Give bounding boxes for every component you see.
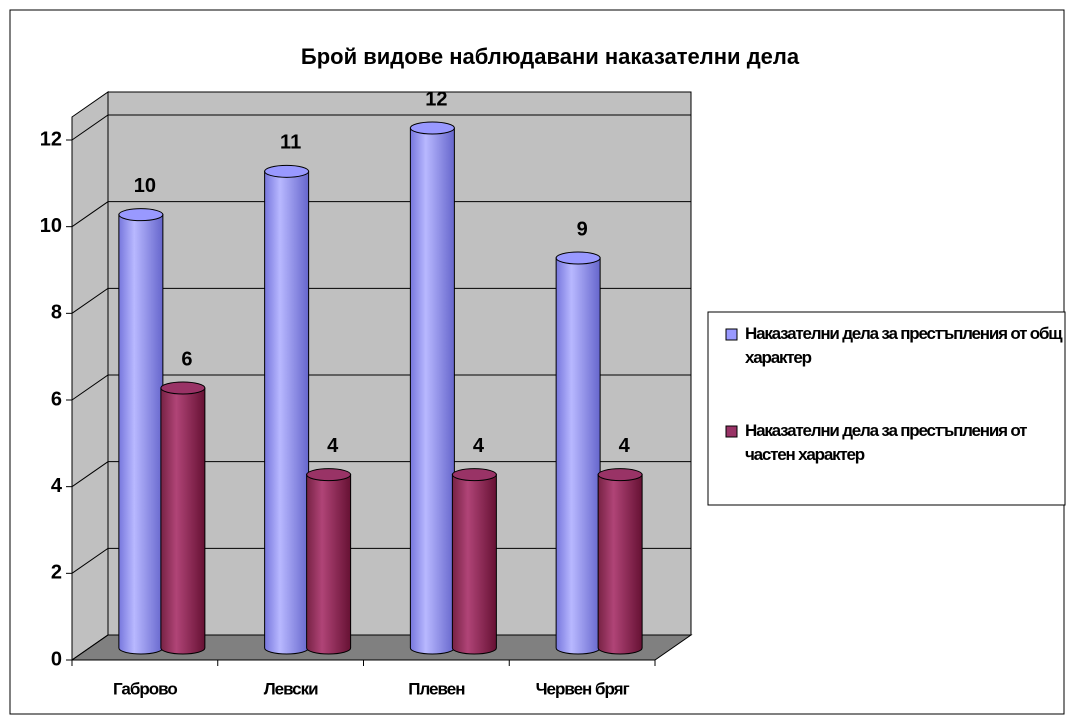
data-label: 4 (327, 435, 339, 457)
legend-box (707, 311, 1066, 506)
bar (597, 474, 643, 655)
y-tick-label: 0 (51, 648, 62, 670)
bar (118, 214, 164, 655)
bar (555, 257, 601, 655)
y-tick-label: 12 (40, 128, 62, 150)
grid-line (71, 374, 691, 401)
bar-top (555, 251, 601, 265)
data-label: 9 (577, 218, 588, 240)
bar (451, 474, 497, 655)
x-tick-label: Габрово (113, 679, 177, 698)
data-label: 12 (425, 88, 447, 110)
bar-top (306, 468, 352, 482)
grid-line (71, 114, 691, 141)
bar-top (264, 164, 310, 178)
bar-top (118, 208, 164, 222)
data-label: 4 (619, 435, 631, 457)
chart-title: Брой видове наблюдавани наказателни дела (301, 44, 800, 69)
x-tick-label: Плевен (408, 679, 465, 698)
bar-top (409, 121, 455, 135)
y-tick-label: 4 (51, 475, 63, 497)
legend-swatch (725, 328, 738, 341)
data-label: 6 (181, 348, 192, 370)
bar (264, 170, 310, 655)
y-tick-label: 6 (51, 388, 62, 410)
y-tick-label: 2 (51, 562, 62, 584)
bar (160, 387, 206, 655)
data-label: 4 (473, 435, 485, 457)
data-label: 11 (280, 132, 301, 154)
data-label: 10 (134, 175, 156, 197)
y-tick-label: 10 (40, 215, 62, 237)
bar (409, 127, 455, 655)
x-tick-label: Червен бряг (536, 679, 630, 698)
grid-line (71, 287, 691, 314)
bar-top (597, 468, 643, 482)
bar-top (160, 381, 206, 395)
y-tick-label: 8 (51, 302, 62, 324)
side-wall (71, 91, 109, 661)
grid-line (71, 461, 691, 488)
bar-top (451, 468, 497, 482)
bar (306, 474, 352, 655)
grid-line (71, 201, 691, 228)
legend-label: Наказателни дела за престъпления от част… (745, 421, 1027, 464)
x-tick-label: Левски (264, 679, 318, 698)
legend-swatch (725, 425, 738, 438)
legend-label: Наказателни дела за престъпления от общ … (745, 324, 1063, 367)
